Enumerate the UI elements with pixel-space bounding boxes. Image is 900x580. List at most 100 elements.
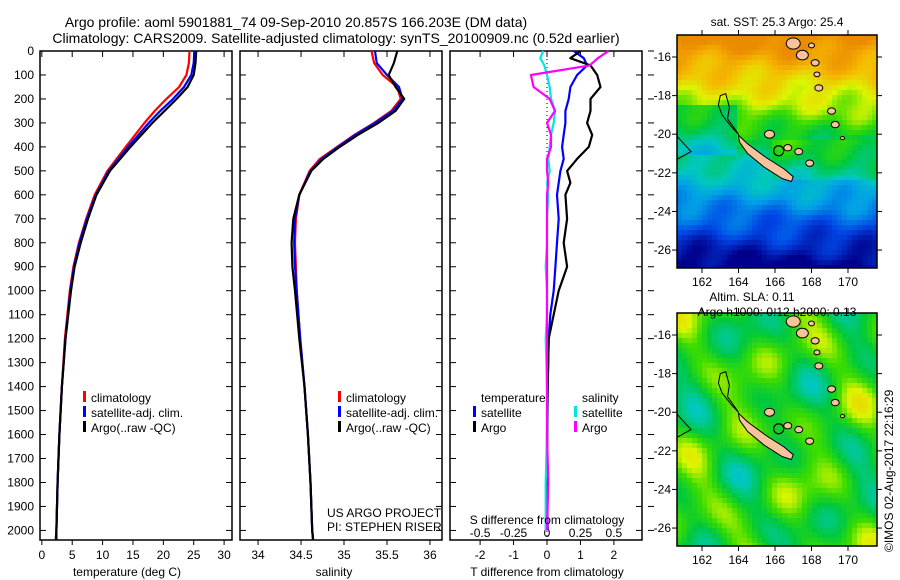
map-cell <box>817 368 822 373</box>
map-cell <box>717 468 722 473</box>
island <box>805 437 815 445</box>
map-cell <box>847 145 852 150</box>
map-cell <box>717 35 722 40</box>
map-cell <box>682 333 687 338</box>
map-cell <box>702 120 707 125</box>
map-cell <box>757 383 762 388</box>
map-cell <box>842 343 847 348</box>
map-cell <box>777 105 782 110</box>
map-cell <box>787 205 792 210</box>
map-cell <box>812 538 817 543</box>
map-cell <box>682 155 687 160</box>
map-cell <box>702 383 707 388</box>
map-cell <box>872 433 877 438</box>
map-cell <box>682 438 687 443</box>
map-cell <box>717 55 722 60</box>
map-cell <box>767 318 772 323</box>
map-cell <box>772 383 777 388</box>
map-cell <box>812 438 817 443</box>
map-cell <box>862 538 867 543</box>
map-cell <box>862 313 867 318</box>
map-cell <box>727 120 732 125</box>
map-cell <box>692 50 697 55</box>
map-cell <box>687 378 692 383</box>
map-cell <box>792 378 797 383</box>
map-cell <box>687 388 692 393</box>
map-cell <box>722 95 727 100</box>
lat-tick-label: -22 <box>654 444 672 458</box>
island <box>764 407 776 417</box>
map-cell <box>827 230 832 235</box>
map-cell <box>712 453 717 458</box>
map-cell <box>872 423 877 428</box>
map-cell <box>867 493 872 498</box>
map-cell <box>822 55 827 60</box>
map-cell <box>862 418 867 423</box>
map-cell <box>802 90 807 95</box>
map-cell <box>832 543 837 546</box>
map-cell <box>817 423 822 428</box>
map-cell <box>722 508 727 513</box>
map-cell <box>857 50 862 55</box>
map-cell <box>787 265 792 268</box>
map-cell <box>747 170 752 175</box>
map-cell <box>867 338 872 343</box>
map-cell <box>842 215 847 220</box>
map-cell <box>707 160 712 165</box>
map-cell <box>852 165 857 170</box>
map-cell <box>802 165 807 170</box>
map-cell <box>867 388 872 393</box>
depth-tick-label: 1600 <box>7 428 34 442</box>
map-cell <box>807 508 812 513</box>
map-cell <box>777 428 782 433</box>
map-cell <box>677 458 682 463</box>
map-cell <box>837 170 842 175</box>
map-cell <box>792 110 797 115</box>
map-cell <box>772 453 777 458</box>
map-cell <box>812 35 817 40</box>
map-cell <box>717 408 722 413</box>
map-cell <box>697 438 702 443</box>
map-cell <box>682 443 687 448</box>
map-cell <box>722 185 727 190</box>
map-cell <box>792 180 797 185</box>
map-cell <box>817 115 822 120</box>
map-cell <box>707 503 712 508</box>
map-cell <box>862 363 867 368</box>
map-cell <box>867 80 872 85</box>
map-cell <box>682 518 687 523</box>
map-cell <box>797 313 802 318</box>
map-cell <box>762 538 767 543</box>
map-cell <box>797 90 802 95</box>
map-cell <box>817 210 822 215</box>
map-cell <box>772 538 777 543</box>
map-cell <box>847 443 852 448</box>
map-cell <box>842 45 847 50</box>
map-cell <box>777 533 782 538</box>
map-cell <box>797 453 802 458</box>
map-cell <box>822 333 827 338</box>
x-tick-label: 15 <box>126 548 140 562</box>
map-cell <box>727 488 732 493</box>
map-cell <box>697 115 702 120</box>
map-cell <box>837 260 842 265</box>
map-cell <box>802 358 807 363</box>
map-cell <box>742 428 747 433</box>
map-cell <box>782 75 787 80</box>
map-cell <box>857 373 862 378</box>
map-cell <box>852 265 857 268</box>
map-cell <box>787 185 792 190</box>
map-cell <box>872 323 877 328</box>
map-cell <box>837 240 842 245</box>
map-cell <box>712 225 717 230</box>
map-cell <box>767 328 772 333</box>
map-cell <box>722 215 727 220</box>
map-cell <box>782 473 787 478</box>
map-cell <box>687 313 692 318</box>
map-cell <box>792 210 797 215</box>
map-cell <box>692 543 697 546</box>
map-cell <box>712 145 717 150</box>
map-cell <box>847 125 852 130</box>
map-cell <box>852 478 857 483</box>
map-cell <box>702 50 707 55</box>
